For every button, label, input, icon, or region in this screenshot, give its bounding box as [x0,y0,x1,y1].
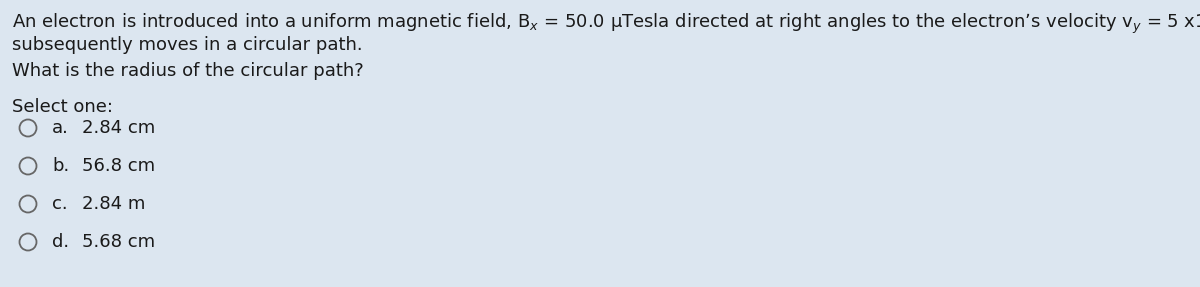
Text: a.: a. [52,119,68,137]
Text: c.: c. [52,195,67,213]
Text: subsequently moves in a circular path.: subsequently moves in a circular path. [12,36,362,54]
Text: 56.8 cm: 56.8 cm [82,157,155,175]
Text: b.: b. [52,157,70,175]
Text: 5.68 cm: 5.68 cm [82,233,155,251]
Text: Select one:: Select one: [12,98,113,116]
Text: 2.84 cm: 2.84 cm [82,119,155,137]
Text: d.: d. [52,233,70,251]
Text: What is the radius of the circular path?: What is the radius of the circular path? [12,62,364,80]
Text: An electron is introduced into a uniform magnetic field, B$_x$ = 50.0 μTesla dir: An electron is introduced into a uniform… [12,10,1200,36]
Text: 2.84 m: 2.84 m [82,195,145,213]
